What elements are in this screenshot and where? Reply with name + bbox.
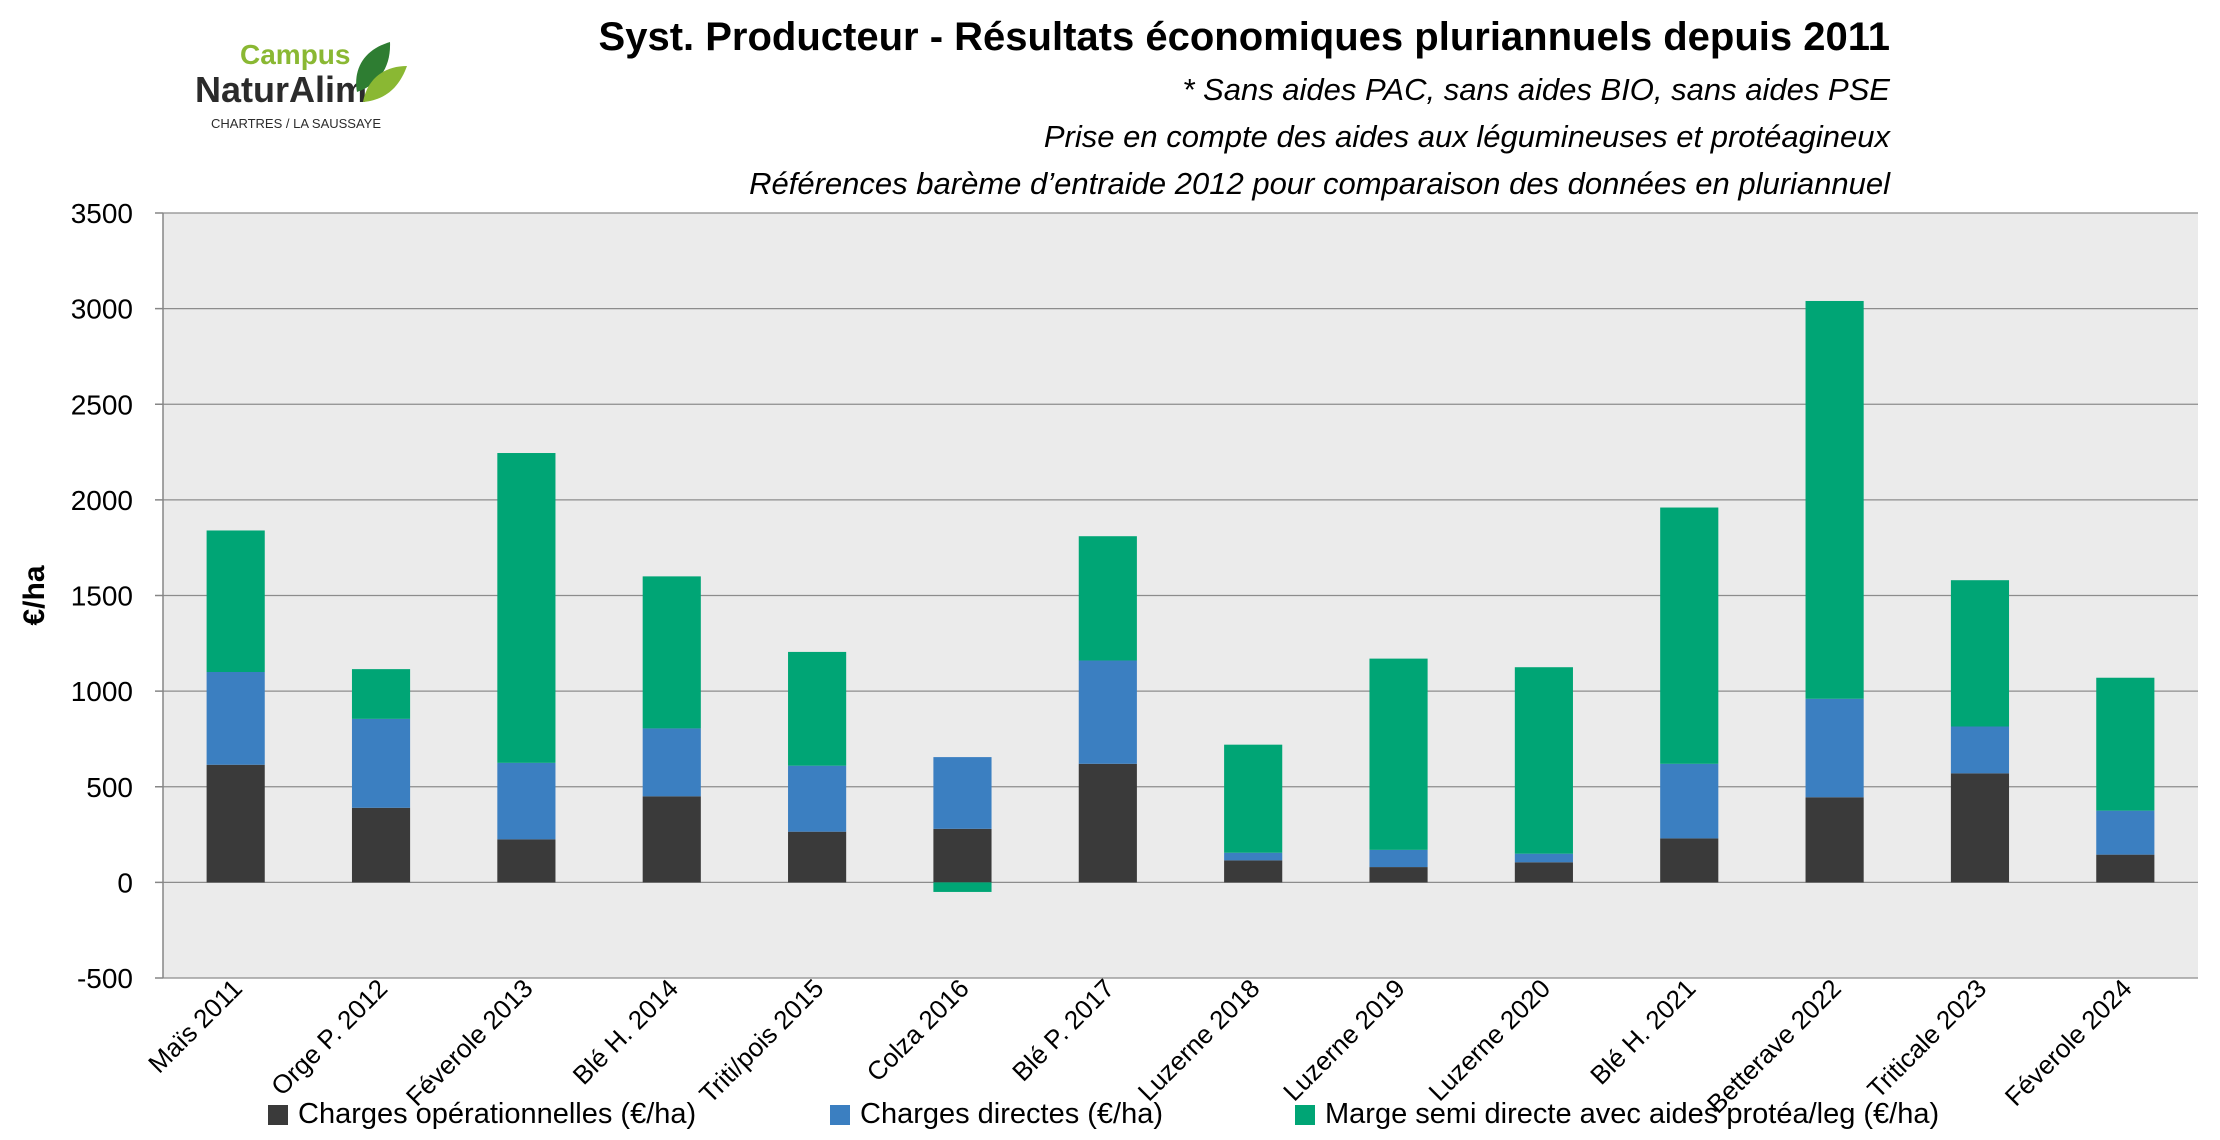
y-tick-label: 2500 (71, 389, 133, 420)
legend-label: Charges directes (€/ha) (860, 1098, 1164, 1130)
legend-item-charges-directes: Charges directes (€/ha) (830, 1098, 1163, 1131)
bar-segment-1 (351, 807, 411, 883)
bar-segment-1 (1224, 860, 1283, 883)
header: Syst. Producteur - Résultats économiques… (599, 8, 1890, 207)
bar-segment-2 (2096, 810, 2155, 855)
bars (206, 300, 2155, 892)
bar-segment-3 (1514, 667, 1573, 854)
x-category-label: Féverole 2013 (400, 973, 539, 1112)
y-axis-ticks: -500 0 500 1000 1500 2000 2500 3000 3500 (71, 198, 163, 994)
legend-label: Charges opérationnelles (€/ha) (298, 1098, 697, 1130)
x-category-label: Orge P. 2012 (265, 973, 393, 1101)
chart-title: Syst. Producteur - Résultats économiques… (598, 15, 1890, 59)
x-category-label: Blé P. 2017 (1006, 973, 1120, 1087)
legend-swatch (1295, 1104, 1315, 1125)
bar-segment-1 (497, 839, 556, 883)
x-category-label: Maïs 2011 (142, 973, 248, 1079)
leaf-icon (356, 42, 391, 92)
bar-segment-3 (1950, 580, 2010, 727)
legend: Charges opérationnelles (€/ha) Charges d… (0, 1098, 2220, 1138)
leaf-icon (363, 66, 407, 102)
bar-segment-3 (1224, 744, 1283, 853)
bar-segment-1 (1514, 862, 1573, 883)
bar-segment-3 (788, 651, 847, 766)
logo: Campus NaturAlim CHARTRES / LA SAUSSAYE (185, 30, 425, 140)
y-tick-label: 3500 (71, 198, 133, 229)
x-category-label: Colza 2016 (860, 973, 974, 1087)
bar-segment-3 (2096, 677, 2155, 811)
chart-subtitle: Prise en compte des aides aux légumineus… (1043, 119, 1890, 154)
bar-segment-2 (1369, 849, 1428, 868)
bar-segment-3 (642, 576, 701, 729)
y-tick-label: 1500 (71, 581, 133, 612)
bar-segment-2 (642, 728, 701, 797)
bar-segment-1 (788, 831, 847, 883)
legend-item-marge-semi-directe: Marge semi directe avec aides protéa/leg… (1295, 1098, 1939, 1131)
bar-segment-1 (1369, 867, 1428, 883)
y-tick-label: -500 (77, 963, 133, 994)
x-category-label: Triticale 2023 (1861, 973, 1992, 1104)
bar-segment-2 (1078, 660, 1137, 764)
legend-label: Marge semi directe avec aides protéa/leg… (1325, 1098, 1940, 1130)
x-category-label: Triti/pois 2015 (693, 973, 829, 1109)
logo-text-naturalim: NaturAlim (195, 69, 367, 110)
bar-segment-3 (1078, 536, 1137, 661)
bar-segment-1 (1078, 763, 1137, 883)
bar-segment-2 (351, 718, 411, 808)
bar-segment-2 (1224, 852, 1283, 861)
bar-segment-2 (206, 672, 265, 765)
x-category-label: Féverole 2024 (1999, 973, 2138, 1112)
legend-swatch (268, 1104, 288, 1125)
y-tick-label: 500 (86, 772, 133, 803)
bar-segment-1 (206, 764, 265, 883)
bar-segment-2 (788, 765, 847, 832)
bar-segment-1 (933, 828, 992, 883)
bar-segment-2 (1950, 726, 2010, 774)
x-category-label: Luzerne 2019 (1277, 973, 1411, 1107)
y-axis-label: €/ha (18, 565, 51, 625)
bar-segment-2 (1660, 763, 1719, 839)
bar-segment-3 (206, 530, 265, 672)
bar-segment-1 (1660, 838, 1719, 883)
x-category-label: Luzerne 2020 (1422, 973, 1556, 1107)
bar-segment-1 (642, 796, 701, 883)
x-category-label: Blé H. 2021 (1584, 973, 1701, 1090)
bar-segment-2 (1514, 853, 1573, 863)
y-tick-label: 3000 (71, 294, 133, 325)
bar-segment-2 (497, 762, 556, 840)
y-tick-label: 0 (117, 867, 133, 898)
bar-segment-3 (933, 882, 992, 892)
chart-subtitle: Références barème d’entraide 2012 pour c… (749, 166, 1890, 201)
legend-swatch (830, 1104, 850, 1125)
bar-segment-3 (1805, 300, 1864, 699)
bar-segment-3 (1369, 658, 1428, 850)
bar-segment-2 (933, 757, 992, 829)
bar-segment-1 (1805, 797, 1864, 883)
bar-segment-1 (1950, 773, 2010, 883)
bar-segment-3 (351, 669, 411, 719)
bar-segment-1 (2096, 854, 2155, 883)
bar-segment-3 (497, 453, 556, 763)
y-tick-label: 1000 (71, 676, 133, 707)
bar-segment-3 (1660, 507, 1719, 764)
logo-text-location: CHARTRES / LA SAUSSAYE (211, 116, 381, 131)
legend-item-charges-operationnelles: Charges opérationnelles (€/ha) (268, 1098, 696, 1131)
chart-subtitle: * Sans aides PAC, sans aides BIO, sans a… (1182, 72, 1890, 107)
logo-text-campus: Campus (240, 39, 350, 70)
y-tick-label: 2000 (71, 485, 133, 516)
x-category-label: Blé H. 2014 (567, 973, 684, 1090)
bar-segment-2 (1805, 698, 1864, 798)
x-category-label: Luzerne 2018 (1132, 973, 1266, 1107)
